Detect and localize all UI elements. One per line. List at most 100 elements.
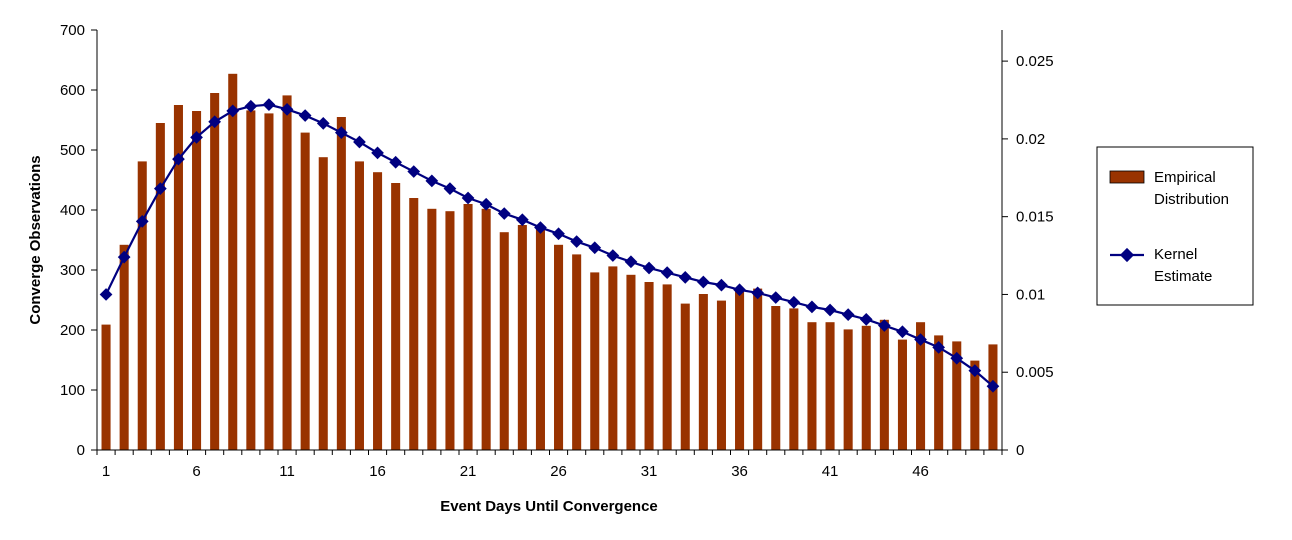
kernel-point-day-23 [497,207,511,220]
bar-day-32 [662,284,672,450]
kernel-point-day-30 [624,255,638,269]
bar-day-20 [445,211,455,450]
bar-day-49 [970,360,980,450]
kernel-point-day-1 [99,288,113,301]
bar-day-33 [680,303,690,450]
left-tick-label: 600 [60,82,85,99]
kernel-point-day-26 [552,227,565,241]
left-tick-label: 200 [60,322,85,339]
bar-day-48 [952,341,962,450]
kernel-point-day-31 [642,261,656,275]
kernel-point-day-19 [425,174,439,188]
bar-day-22 [481,208,491,450]
kernel-point-day-24 [515,213,529,227]
bar-day-8 [228,73,238,451]
left-tick-label: 0 [77,442,85,459]
kernel-point-day-16 [371,146,384,160]
kernel-point-day-32 [660,266,674,280]
kernel-point-day-8 [226,104,240,118]
x-tick-label: 6 [192,463,200,480]
bar-day-6 [192,111,202,450]
bar-day-9 [246,110,256,451]
x-tick-label: 1 [102,463,110,480]
kernel-point-day-29 [606,249,620,262]
bar-day-27 [572,254,582,450]
bar-day-12 [300,132,310,450]
x-tick-label: 11 [279,463,295,480]
kernel-point-day-38 [769,291,783,304]
x-tick-label: 16 [369,463,386,480]
left-tick-label: 700 [60,22,85,39]
x-tick-label: 26 [550,463,567,480]
bar-day-37 [753,288,763,450]
legend-label-empirical-2: Distribution [1154,191,1229,208]
kernel-point-day-18 [407,165,421,178]
bar-day-23 [499,232,509,450]
bar-day-2 [119,244,129,450]
kernel-point-day-41 [823,303,837,317]
right-tick-label: 0.01 [1016,286,1045,303]
kernel-point-day-27 [570,235,584,248]
legend-label-kernel-1: Kernel [1154,246,1197,263]
kernel-point-day-5 [172,152,185,166]
left-tick-label: 500 [60,142,85,159]
bar-day-43 [861,325,871,450]
kernel-point-day-35 [715,278,728,292]
bar-day-1 [101,324,111,450]
x-tick-label: 41 [822,463,839,480]
bar-day-38 [771,306,781,450]
kernel-point-day-28 [588,241,602,255]
right-tick-label: 0 [1016,442,1024,459]
bar-day-10 [264,113,274,451]
bar-day-34 [698,294,708,450]
legend: Empirical Distribution Kernel Estimate [1096,146,1254,306]
kernel-point-day-13 [316,116,330,130]
bar-day-31 [644,282,654,450]
bar-day-40 [807,322,817,450]
kernel-point-day-22 [479,197,493,211]
right-tick-label: 0.025 [1016,53,1054,70]
kernel-point-day-12 [298,109,312,122]
kernel-point-day-11 [280,102,294,116]
bar-day-46 [916,322,926,450]
kernel-point-day-7 [208,115,222,129]
left-tick-label: 400 [60,202,85,219]
bar-day-18 [409,198,419,450]
bar-day-44 [879,319,889,450]
bar-day-42 [843,329,853,450]
bar-day-26 [554,244,564,450]
kernel-point-day-43 [859,312,873,326]
bar-day-45 [897,339,907,450]
bar-day-15 [354,161,364,450]
bar-day-19 [427,208,437,450]
y-axis-title: Converge Observations [27,155,44,324]
x-tick-label: 36 [731,463,748,480]
legend-label-empirical-1: Empirical [1154,169,1216,186]
kernel-point-day-40 [805,300,819,314]
bar-day-35 [716,300,726,450]
bar-day-30 [626,274,636,450]
kernel-point-day-17 [389,155,403,169]
left-tick-label: 100 [60,382,85,399]
right-tick-label: 0.015 [1016,209,1054,226]
x-tick-label: 46 [912,463,929,480]
left-tick-label: 300 [60,262,85,279]
bar-day-39 [789,308,799,450]
kernel-point-day-14 [334,126,348,140]
kernel-point-day-10 [262,98,276,112]
bar-day-24 [517,225,527,450]
legend-label-kernel-2: Estimate [1154,268,1212,285]
bar-day-47 [934,335,944,450]
kernel-point-day-39 [787,295,801,309]
bar-day-17 [391,183,401,450]
kernel-line [105,103,994,388]
bar-day-28 [590,272,600,450]
right-tick-label: 0.02 [1016,131,1045,148]
tick-labels: 0 100 200 300 400 500 600 700 0 0.005 0.01 0.015 0.0… [60,22,1054,480]
kernel-point-day-6 [190,130,203,144]
x-tick-label: 31 [641,463,658,480]
kernel-point-day-34 [696,275,710,289]
kernel-point-day-20 [443,182,457,196]
kernel-point-day-21 [461,191,475,205]
